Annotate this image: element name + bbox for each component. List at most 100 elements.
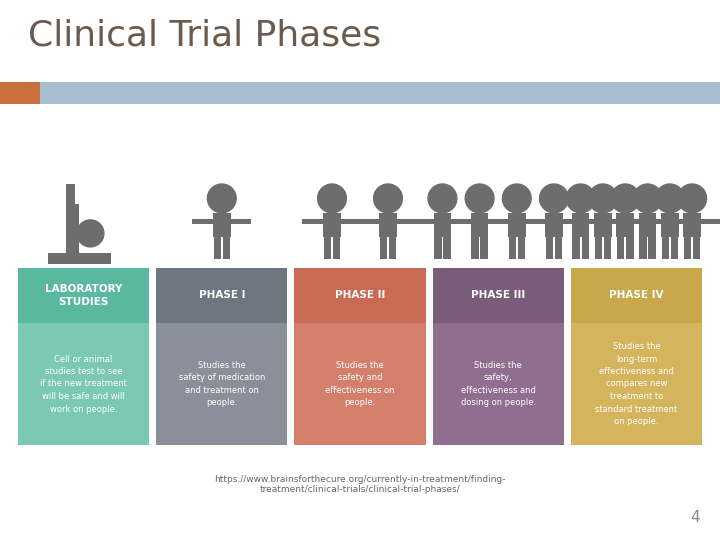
- Bar: [389, 237, 396, 259]
- Circle shape: [207, 184, 236, 213]
- Bar: [294, 323, 426, 445]
- Bar: [487, 219, 508, 224]
- Bar: [48, 253, 111, 264]
- Bar: [640, 219, 661, 224]
- Bar: [693, 237, 701, 259]
- Circle shape: [318, 184, 346, 213]
- Text: Studies the
safety,
effectiveness and
dosing on people.: Studies the safety, effectiveness and do…: [461, 361, 536, 407]
- Text: Clinical Trial Phases: Clinical Trial Phases: [28, 18, 381, 52]
- Bar: [604, 237, 611, 259]
- Bar: [671, 237, 678, 259]
- Bar: [572, 213, 590, 237]
- Circle shape: [678, 184, 706, 213]
- Bar: [626, 237, 634, 259]
- Bar: [213, 213, 230, 237]
- Bar: [222, 237, 230, 259]
- Text: https://www.brainsforthecure.org/currently-in-treatment/finding-
treatment/clini: https://www.brainsforthecure.org/current…: [215, 475, 505, 495]
- Bar: [66, 204, 78, 253]
- Bar: [555, 237, 562, 259]
- Bar: [634, 219, 655, 224]
- Bar: [472, 237, 479, 259]
- Text: PHASE III: PHASE III: [471, 291, 526, 300]
- Bar: [563, 219, 583, 224]
- Bar: [518, 237, 525, 259]
- Bar: [526, 219, 546, 224]
- Bar: [595, 219, 616, 224]
- Bar: [546, 237, 553, 259]
- Bar: [40, 82, 720, 104]
- Bar: [639, 237, 647, 259]
- Bar: [433, 323, 564, 445]
- Bar: [302, 219, 323, 224]
- Bar: [451, 219, 472, 224]
- Bar: [18, 268, 149, 323]
- Circle shape: [588, 184, 617, 213]
- Text: PHASE I: PHASE I: [199, 291, 245, 300]
- Bar: [590, 219, 611, 224]
- Bar: [679, 219, 699, 224]
- Bar: [683, 213, 701, 237]
- Bar: [572, 237, 580, 259]
- Bar: [649, 237, 656, 259]
- Bar: [230, 219, 251, 224]
- Circle shape: [539, 184, 568, 213]
- Bar: [684, 237, 691, 259]
- Bar: [488, 219, 509, 224]
- Circle shape: [374, 184, 402, 213]
- Bar: [156, 268, 287, 323]
- Bar: [617, 237, 624, 259]
- Bar: [18, 323, 149, 445]
- Bar: [657, 219, 677, 224]
- Bar: [662, 219, 683, 224]
- Text: 4: 4: [690, 510, 700, 525]
- Bar: [661, 213, 679, 237]
- Bar: [214, 237, 221, 259]
- Bar: [333, 237, 341, 259]
- Bar: [594, 213, 612, 237]
- Bar: [571, 268, 702, 323]
- Bar: [434, 237, 441, 259]
- Bar: [433, 268, 564, 323]
- Circle shape: [428, 184, 456, 213]
- Bar: [595, 237, 602, 259]
- Bar: [379, 237, 387, 259]
- Bar: [639, 213, 657, 237]
- Bar: [545, 213, 563, 237]
- Text: Studies the
safety of medication
and treatment on
people.: Studies the safety of medication and tre…: [179, 361, 265, 407]
- Text: Cell or animal
studies test to see
if the new treatment
will be safe and will
wo: Cell or animal studies test to see if th…: [40, 354, 127, 414]
- Bar: [480, 237, 488, 259]
- Bar: [573, 219, 594, 224]
- Circle shape: [465, 184, 494, 213]
- Bar: [508, 237, 516, 259]
- Bar: [323, 213, 341, 237]
- Bar: [450, 219, 471, 224]
- Bar: [324, 237, 331, 259]
- Text: Studies the
long-term
effectiveness and
compares new
treatment to
standard treat: Studies the long-term effectiveness and …: [595, 342, 678, 426]
- Text: Studies the
safety and
effectiveness on
people.: Studies the safety and effectiveness on …: [325, 361, 395, 407]
- Bar: [294, 268, 426, 323]
- Bar: [471, 213, 488, 237]
- Bar: [66, 184, 75, 204]
- Circle shape: [566, 184, 595, 213]
- Bar: [444, 237, 451, 259]
- Circle shape: [77, 220, 104, 247]
- Text: PHASE IV: PHASE IV: [609, 291, 664, 300]
- Bar: [508, 213, 526, 237]
- Bar: [551, 219, 572, 224]
- Bar: [341, 219, 361, 224]
- Bar: [413, 219, 433, 224]
- Text: PHASE II: PHASE II: [335, 291, 385, 300]
- Bar: [662, 237, 669, 259]
- Bar: [524, 219, 545, 224]
- Bar: [156, 323, 287, 445]
- Bar: [359, 219, 379, 224]
- Bar: [397, 219, 418, 224]
- Text: LABORATORY
STUDIES: LABORATORY STUDIES: [45, 284, 122, 307]
- Bar: [701, 219, 720, 224]
- Bar: [433, 213, 451, 237]
- Circle shape: [503, 184, 531, 213]
- Bar: [582, 237, 589, 259]
- Bar: [192, 219, 213, 224]
- Bar: [0, 82, 40, 104]
- Bar: [618, 219, 639, 224]
